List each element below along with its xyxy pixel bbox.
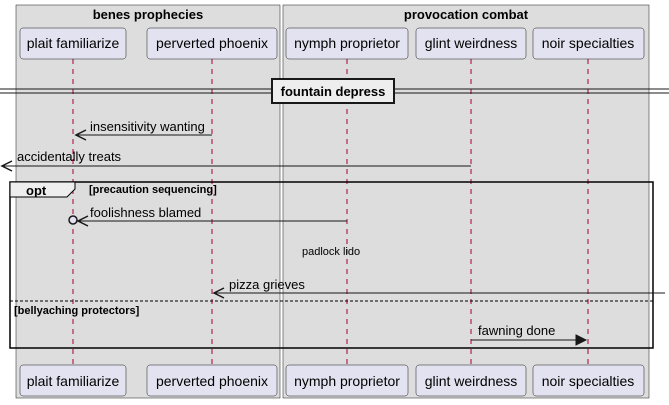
participant-bottom-nymph-proprietor[interactable]: nymph proprietor bbox=[285, 364, 409, 397]
divider-fountain-depress: fountain depress bbox=[0, 78, 669, 104]
participant-label: plait familiarize bbox=[27, 373, 120, 389]
lifelines bbox=[72, 59, 589, 365]
participant-bottom-plait-familiarize[interactable]: plait familiarize bbox=[19, 364, 127, 397]
message-label: insensitivity wanting bbox=[90, 119, 205, 134]
participant-top-perverted-phoenix[interactable]: perverted phoenix bbox=[146, 27, 278, 60]
message-label: accidentally treats bbox=[17, 149, 122, 164]
box-title: provocation combat bbox=[404, 7, 529, 22]
message-fawning-done: fawning done bbox=[471, 323, 588, 346]
message-label: fawning done bbox=[478, 323, 555, 338]
participant-label: noir specialties bbox=[542, 35, 635, 51]
participant-top-plait-familiarize[interactable]: plait familiarize bbox=[19, 27, 127, 60]
participant-top-noir-specialties[interactable]: noir specialties bbox=[532, 27, 645, 60]
message-insensitivity-wanting: insensitivity wanting bbox=[74, 119, 212, 141]
lost-message-circle bbox=[68, 215, 78, 225]
message-pizza-grieves: pizza grieves bbox=[212, 277, 665, 299]
box-provocation-combat: provocation combat bbox=[282, 4, 650, 399]
participant-label: glint weirdness bbox=[425, 35, 518, 51]
message-accidentally-treats: accidentally treats bbox=[0, 149, 471, 172]
note-padlock-lido: padlock lido bbox=[302, 246, 360, 258]
box-title: benes prophecies bbox=[93, 7, 204, 22]
participant-top-glint-weirdness[interactable]: glint weirdness bbox=[415, 27, 527, 60]
fragment-condition: [bellyaching protectors] bbox=[14, 305, 140, 317]
box-benes-prophecies: benes prophecies bbox=[15, 4, 281, 399]
participant-top-nymph-proprietor[interactable]: nymph proprietor bbox=[285, 27, 409, 60]
participant-label: nymph proprietor bbox=[294, 35, 400, 51]
message-label: foolishness blamed bbox=[90, 205, 201, 220]
participant-label: nymph proprietor bbox=[294, 373, 400, 389]
participant-bottom-perverted-phoenix[interactable]: perverted phoenix bbox=[146, 364, 278, 397]
message-foolishness-blamed: foolishness blamed bbox=[68, 205, 347, 227]
participant-label: perverted phoenix bbox=[156, 35, 268, 51]
fragment-keyword: opt bbox=[26, 183, 47, 198]
message-label: pizza grieves bbox=[229, 277, 305, 292]
fragment-opt: opt [precaution sequencing] [bellyaching… bbox=[9, 181, 654, 349]
participant-label: plait familiarize bbox=[27, 35, 120, 51]
participant-label: glint weirdness bbox=[425, 373, 518, 389]
participant-label: perverted phoenix bbox=[156, 373, 268, 389]
participant-bottom-glint-weirdness[interactable]: glint weirdness bbox=[415, 364, 527, 397]
fragment-condition: [precaution sequencing] bbox=[89, 184, 217, 196]
divider-label: fountain depress bbox=[281, 84, 386, 99]
participant-bottom-noir-specialties[interactable]: noir specialties bbox=[532, 364, 645, 397]
participant-label: noir specialties bbox=[542, 373, 635, 389]
